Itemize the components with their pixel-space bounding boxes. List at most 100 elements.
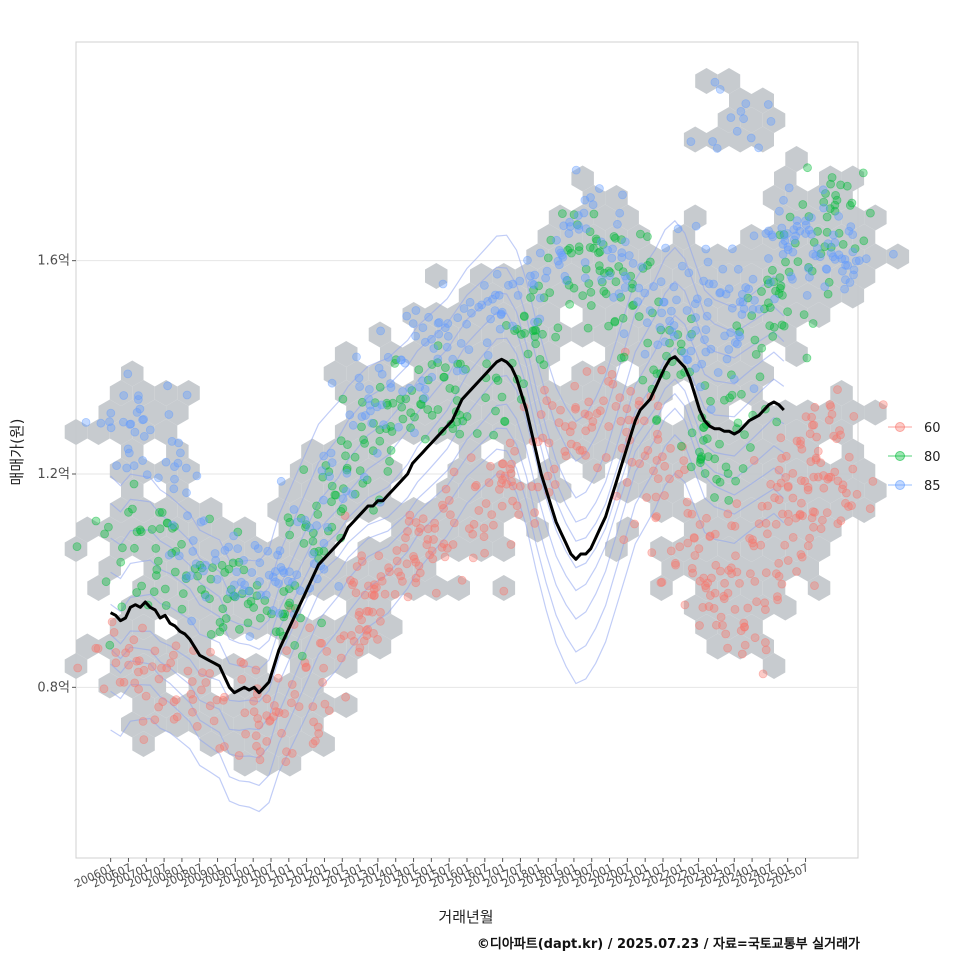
point-60 — [196, 685, 206, 695]
point-60 — [236, 657, 246, 667]
hexbin-cell — [661, 243, 684, 270]
hexbin-cell — [312, 536, 335, 562]
point-60 — [205, 669, 215, 678]
point-80 — [822, 212, 832, 222]
point-85 — [672, 295, 681, 305]
point-60 — [538, 433, 548, 443]
point-85 — [779, 195, 788, 205]
point-85 — [247, 568, 257, 577]
point-60 — [752, 597, 761, 607]
point-85 — [713, 368, 723, 377]
point-80 — [699, 423, 708, 433]
point-60 — [702, 513, 711, 523]
point-85 — [720, 331, 729, 341]
point-85 — [279, 568, 289, 578]
point-85 — [841, 260, 850, 270]
point-85 — [81, 417, 91, 427]
point-80 — [740, 430, 749, 440]
hexbin-cell — [470, 497, 493, 523]
point-80 — [91, 516, 101, 526]
hexbin-cell — [166, 633, 189, 660]
y-axis-ticks: 0.8억1.2억1.6억 — [37, 254, 76, 695]
point-60 — [411, 557, 421, 567]
point-60 — [496, 478, 506, 488]
point-85 — [596, 237, 606, 247]
point-60 — [771, 519, 781, 529]
point-60 — [498, 459, 508, 469]
point-85 — [289, 505, 299, 514]
point-60 — [273, 673, 283, 683]
point-85 — [359, 472, 369, 482]
density-contour — [110, 219, 785, 563]
point-60 — [192, 722, 202, 731]
point-60 — [431, 588, 441, 598]
hexbin-cell — [413, 555, 437, 582]
point-60 — [653, 474, 663, 484]
point-85 — [669, 321, 679, 330]
point-60 — [701, 581, 710, 590]
hexbin-cell — [695, 575, 718, 601]
point-60 — [718, 621, 727, 630]
hexbin-cell — [695, 614, 718, 640]
point-60 — [186, 689, 196, 699]
hexbin-cell — [571, 243, 594, 270]
hexbin-cell — [751, 438, 774, 465]
point-80 — [433, 405, 443, 414]
hexbin-cell — [289, 536, 313, 562]
point-85 — [820, 282, 830, 292]
hexbin-cell — [222, 575, 245, 601]
point-85 — [270, 567, 280, 576]
point-85 — [732, 126, 742, 136]
hexbin-cell — [672, 536, 696, 562]
point-60 — [373, 635, 382, 644]
hexbin-cell — [661, 282, 684, 309]
hexbin-cell — [402, 536, 425, 562]
point-60 — [294, 702, 304, 711]
point-85 — [153, 473, 163, 483]
hexbin-cell — [346, 633, 369, 660]
point-85 — [106, 423, 116, 433]
hexbin-cell — [402, 341, 425, 367]
point-80 — [501, 320, 511, 330]
point-60 — [500, 471, 510, 481]
point-85 — [691, 313, 700, 322]
point-60 — [479, 532, 489, 542]
point-85 — [239, 556, 249, 565]
point-85 — [199, 516, 209, 526]
hexbin-cell — [638, 438, 662, 465]
point-85 — [613, 219, 622, 229]
moving-average-line-layer — [109, 355, 785, 695]
point-85 — [766, 277, 775, 287]
hexbin-cell — [368, 438, 392, 465]
hexbin-cell — [796, 438, 819, 465]
point-85 — [700, 335, 709, 345]
hexbin-cell — [740, 614, 763, 640]
point-80 — [500, 417, 510, 427]
point-85 — [783, 245, 793, 255]
hexbin-cell — [593, 321, 617, 348]
point-60 — [301, 663, 311, 672]
hexbin-cell — [807, 536, 831, 562]
point-85 — [515, 276, 525, 286]
point-85 — [405, 383, 415, 393]
point-80 — [260, 596, 270, 605]
point-85 — [529, 280, 539, 290]
point-60 — [797, 552, 807, 562]
point-85 — [706, 404, 716, 414]
point-60 — [360, 590, 370, 600]
point-60 — [314, 729, 324, 738]
point-60 — [449, 518, 459, 528]
point-60 — [803, 485, 813, 495]
hexbin-cell — [413, 399, 437, 426]
point-80 — [386, 421, 396, 431]
point-60 — [719, 591, 729, 601]
hexbin-cell — [334, 497, 358, 523]
point-60 — [680, 600, 690, 610]
hexbin-cell — [312, 653, 335, 679]
point-85 — [263, 546, 273, 556]
point-60 — [363, 581, 373, 591]
point-80 — [455, 359, 465, 369]
hexbin-cell — [121, 477, 144, 504]
hexbin-cell — [807, 575, 831, 601]
point-80 — [823, 289, 833, 299]
